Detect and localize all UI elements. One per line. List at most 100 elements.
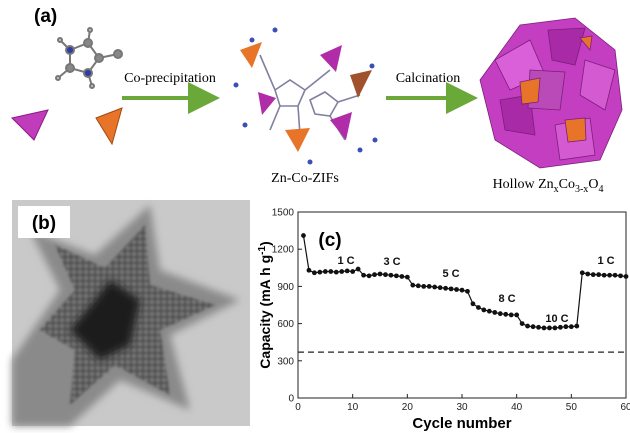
product-label: Hollow ZnxCo3-xO4: [493, 177, 604, 195]
data-point: [421, 284, 426, 289]
data-point: [574, 324, 579, 329]
data-point: [602, 273, 607, 278]
hollow-structure: [480, 18, 622, 168]
x-tick-label: 10: [347, 402, 359, 413]
data-point: [531, 324, 536, 329]
y-axis-label: Capacity (mA h g-1): [257, 241, 273, 368]
intermediate-label: Zn-Co-ZIFs: [271, 171, 339, 186]
data-point: [465, 289, 470, 294]
data-point: [613, 273, 618, 278]
data-point: [323, 269, 328, 274]
x-tick-label: 50: [566, 402, 578, 413]
data-point: [498, 311, 503, 316]
panel-c: (c) Cycle number Capacity (mA h g-1) 030…: [257, 208, 630, 433]
x-tick-label: 30: [456, 402, 468, 413]
data-point: [509, 313, 514, 318]
data-point: [328, 269, 333, 274]
data-point: [558, 325, 563, 330]
data-point: [585, 272, 590, 277]
step-label: Co-precipitation: [124, 71, 216, 86]
data-point: [476, 305, 481, 310]
data-point: [542, 326, 547, 331]
data-point: [547, 326, 552, 331]
y-tick-label: 1200: [272, 245, 295, 256]
rate-label: 1 C: [337, 255, 354, 267]
text: Hollow Zn: [493, 177, 554, 192]
data-point: [339, 269, 344, 274]
data-point: [580, 270, 585, 275]
data-point: [361, 273, 366, 278]
data-point: [553, 326, 558, 331]
y-tick-label: 600: [277, 319, 294, 330]
data-point: [503, 312, 508, 317]
data-point: [301, 233, 306, 238]
rate-label: 5 C: [442, 268, 459, 280]
rate-label: 8 C: [498, 293, 515, 305]
subscript: 4: [598, 184, 603, 195]
data-point: [569, 324, 574, 329]
figure: (a) Co-precipitation Zn-Co-ZIFs Calcinat…: [0, 0, 630, 433]
x-tick-label: 40: [511, 402, 523, 413]
data-point: [514, 313, 519, 318]
text: ): [257, 241, 273, 246]
data-point: [563, 324, 568, 329]
text: O: [588, 177, 598, 192]
subscript: 3-x: [575, 184, 588, 195]
data-point: [383, 272, 388, 277]
text: Capacity (mA h g: [257, 255, 273, 369]
co-tetrahedron: [96, 108, 122, 144]
data-point: [471, 301, 476, 306]
zn-tetrahedron: [12, 110, 48, 140]
data-point: [410, 283, 415, 288]
data-point: [454, 287, 459, 292]
data-point: [405, 275, 410, 280]
x-tick-label: 0: [295, 402, 301, 413]
molecule: [56, 28, 122, 88]
panel-a: (a) Co-precipitation Zn-Co-ZIFs Calcinat…: [12, 6, 622, 195]
data-point: [481, 308, 486, 313]
data-point: [443, 286, 448, 291]
data-point: [624, 274, 629, 279]
data-point: [449, 286, 454, 291]
data-point: [438, 285, 443, 290]
data-point: [394, 273, 399, 278]
data-point: [350, 269, 355, 274]
data-point: [334, 270, 339, 275]
zif-cluster: [234, 28, 378, 165]
step-label: Calcination: [396, 71, 461, 86]
y-tick-label: 300: [277, 356, 294, 367]
rate-label: 3 C: [383, 256, 400, 268]
x-tick-label: 20: [402, 402, 414, 413]
y-tick-label: 1500: [272, 208, 295, 219]
data-point: [525, 324, 530, 329]
series-line: [303, 236, 626, 328]
panel-b: (b): [12, 200, 250, 426]
panel-label: (b): [32, 213, 56, 234]
data-point: [312, 270, 317, 275]
x-axis-label: Cycle number: [412, 415, 511, 432]
text: Co: [559, 177, 575, 192]
data-point: [367, 273, 372, 278]
data-point: [487, 309, 492, 314]
data-point: [317, 270, 322, 275]
data-point: [372, 272, 377, 277]
data-point: [618, 273, 623, 278]
data-point: [345, 269, 350, 274]
y-tick-label: 0: [288, 394, 294, 405]
data-point: [378, 272, 383, 277]
data-point: [432, 285, 437, 290]
data-point: [427, 284, 432, 289]
data-point: [520, 321, 525, 326]
plot-frame: [298, 212, 626, 398]
data-point: [536, 325, 541, 330]
data-point: [591, 272, 596, 277]
data-point: [389, 273, 394, 278]
data-point: [607, 273, 612, 278]
rate-label: 10 C: [545, 313, 568, 325]
data-point: [416, 283, 421, 288]
data-point: [356, 267, 361, 272]
rate-label: 1 C: [597, 255, 614, 267]
data-point: [460, 288, 465, 293]
data-point: [596, 272, 601, 277]
y-tick-label: 900: [277, 282, 294, 293]
